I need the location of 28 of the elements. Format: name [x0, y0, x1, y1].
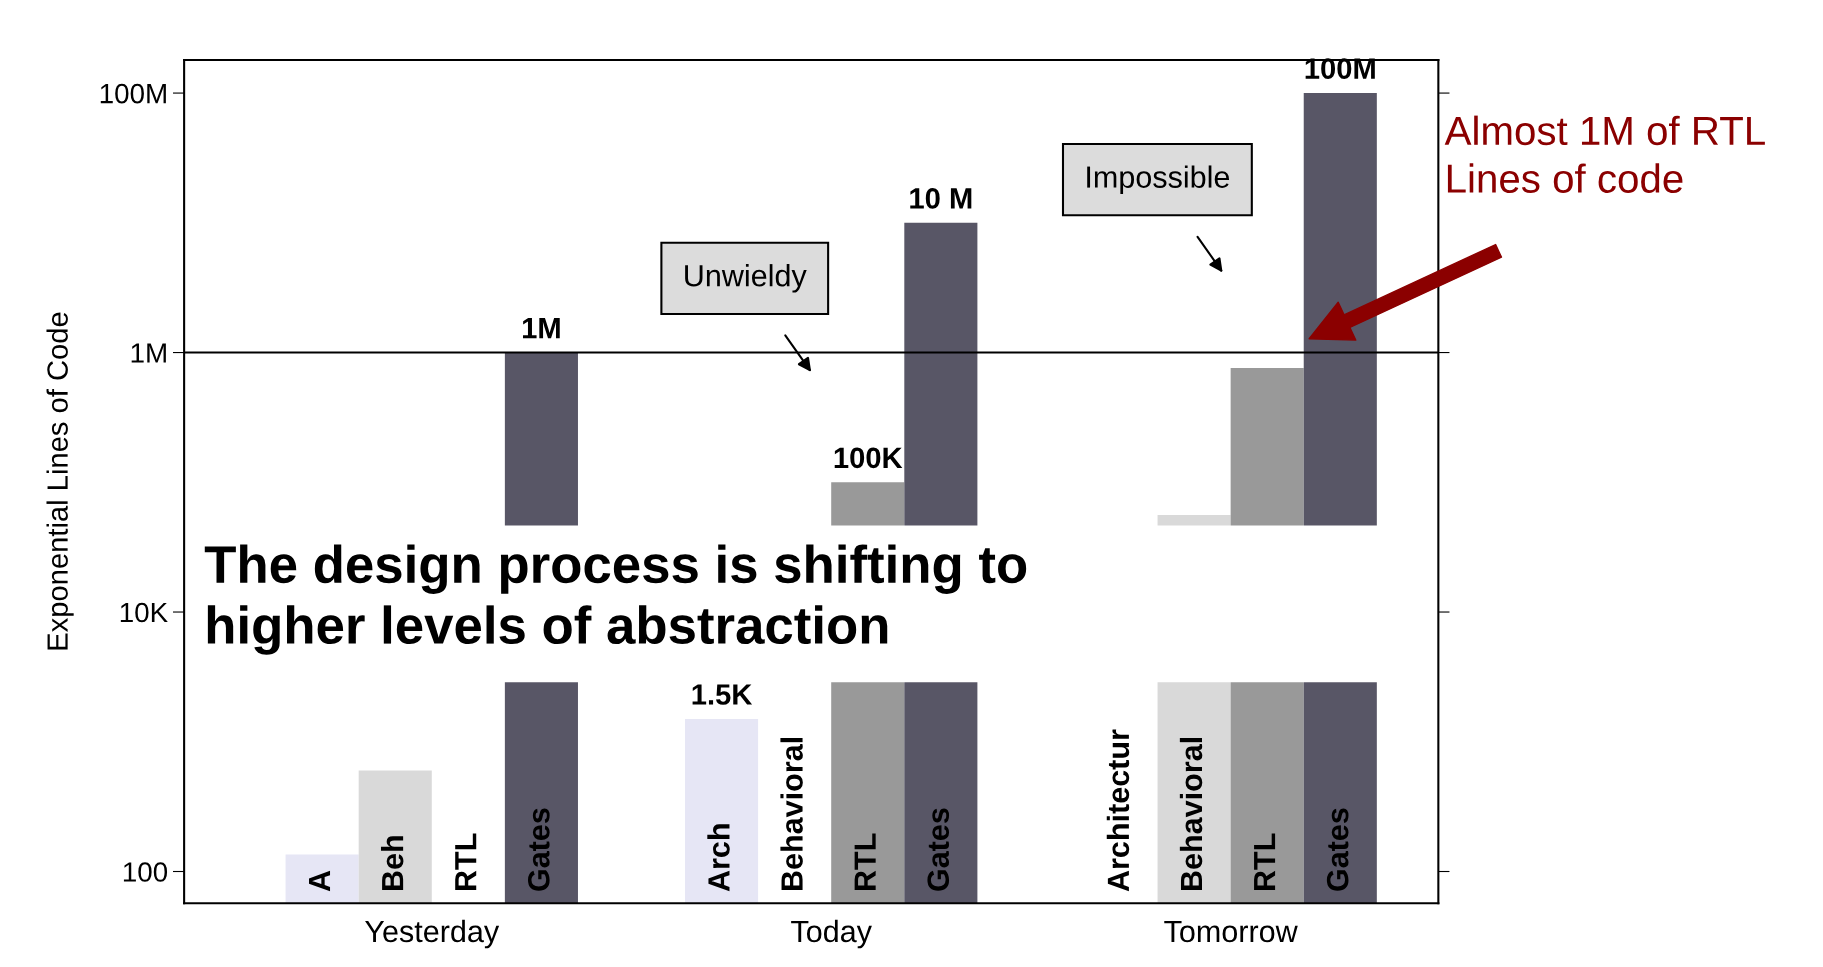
annotation: Beh	[380, 836, 404, 891]
data-label: 100K	[834, 447, 903, 469]
annotation: Behavioral	[780, 737, 803, 891]
data-label: 1M	[523, 318, 560, 339]
annotation: Gates	[927, 808, 950, 891]
annotation: Architectur	[1106, 729, 1130, 892]
annotation: RTL	[455, 833, 477, 891]
annotation: Gates	[1326, 808, 1349, 891]
annotation: Behavioral	[1179, 737, 1203, 891]
x-tick-label: Tomorrow	[1164, 920, 1298, 943]
y-axis-title: Exponential Lines of Code	[46, 312, 74, 650]
annotation: Impossible	[1087, 165, 1230, 194]
annotation: A	[309, 870, 331, 892]
annotation: Unwieldy	[685, 264, 807, 293]
text: Almost 1M of RTL Lines of code	[1444, 115, 1765, 193]
x-tick-label: Yesterday	[365, 919, 500, 949]
x-tick-label: Today	[791, 919, 872, 949]
annotation: The design process is shifting to higher levels of abstraction	[204, 544, 1027, 655]
y-tick-label: 100	[123, 862, 168, 882]
annotation: Gates	[527, 808, 550, 891]
annotation: RTL	[854, 833, 876, 891]
data-label: 10 M	[910, 188, 972, 209]
data-label: 1.5K	[692, 684, 753, 705]
y-tick-label: 100M	[100, 83, 166, 104]
annotation: RTL	[1254, 833, 1276, 891]
annotation: Arch	[707, 824, 730, 892]
y-tick-label: 10K	[120, 602, 168, 623]
y-tick-label: 1M	[131, 343, 166, 363]
